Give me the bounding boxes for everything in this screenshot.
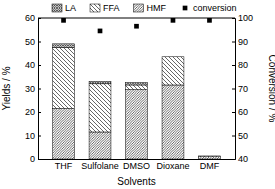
frame-top [38,18,235,19]
legend: LA FFA HMF conversion [52,3,237,13]
tick-mark [232,112,235,113]
legend-swatch [134,4,144,12]
tick-label: 60 [25,13,35,23]
tick-label: 0 [30,154,35,164]
tick: 0 [30,154,41,164]
tick-mark [38,159,41,160]
tick-mark [232,89,235,90]
legend-symbol [183,6,188,11]
tick-mark [38,89,41,90]
bar-segment [162,56,184,57]
x-axis-title: Solvents [117,176,155,187]
tick: DMSO [123,159,150,171]
bar-segment [162,57,184,85]
tick-mark [38,112,41,113]
axis-line [39,19,42,160]
tick: 50 [25,37,41,47]
x-axis: THF Sulfolane DMSO Dioxane DMF [39,159,236,171]
y-axis: 0 10 20 30 40 50 60 [25,13,41,164]
tick: Sulfolane [81,159,119,171]
tick: 70 [232,84,248,94]
tick-label: 70 [238,84,248,94]
conversion-point [171,18,176,23]
tick-label: Dioxane [156,161,189,171]
legend-item: FFA [90,3,120,13]
tick-label: 90 [238,37,248,47]
legend-label: conversion [193,3,237,13]
bar-segment [53,108,75,159]
tick-label: 60 [238,107,248,117]
tick-label: 100 [238,13,253,23]
tick-mark [232,159,235,160]
bar-segment [53,47,75,108]
axis-line [232,19,236,160]
tick-label: 40 [25,60,35,70]
bar-segment [199,155,221,157]
y2-axis: 40 50 60 70 80 90 100 [232,13,253,164]
bar-segment [199,157,221,159]
tick-mark [38,42,41,43]
tick: 30 [25,84,41,94]
chart: THFSulfolaneDMSODioxaneDMF01020304050604… [0,0,275,189]
tick: 100 [232,13,253,23]
conversion-point [61,18,66,23]
tick-label: DMSO [123,161,150,171]
legend-swatch [90,4,100,12]
bar-segment [199,155,221,156]
tick: 10 [25,131,41,141]
legend-swatch [52,4,62,12]
tick-label: 20 [25,107,35,117]
tick-label: 50 [25,37,35,47]
tick: 90 [232,37,248,47]
tick-label: 80 [238,60,248,70]
axis-line [39,159,236,160]
tick-label: 50 [238,131,248,141]
legend-item: HMF [134,3,167,13]
tick: 80 [232,60,248,70]
tick-label: DMF [200,161,220,171]
tick-label: 10 [25,131,35,141]
bar-segment [89,132,111,159]
tick: THF [55,159,73,171]
tick: 50 [232,131,248,141]
plot: THFSulfolaneDMSODioxaneDMF01020304050604… [25,13,253,171]
bar-segment [89,84,111,132]
legend-label: HMF [147,3,167,13]
legend-item: conversion [183,3,237,13]
tick: 60 [232,107,248,117]
bar-segment [89,81,111,83]
conversion-point [98,29,103,34]
bar-segment [162,85,184,159]
tick-label: 40 [238,154,248,164]
tick-mark [232,65,235,66]
tick-mark [38,136,41,137]
tick: 20 [25,107,41,117]
tick-mark [38,65,41,66]
tick-label: Sulfolane [81,161,119,171]
tick-label: THF [55,161,73,171]
y-axis-title: Yields / % [1,66,12,110]
y2-axis-title: Conversion / % [267,55,275,123]
tick: 40 [232,154,248,164]
conversion-point [134,24,139,29]
tick: 40 [25,60,41,70]
legend-label: LA [65,3,76,13]
legend-item: LA [52,3,76,13]
tick-label: 30 [25,84,35,94]
bar-segment [126,85,148,90]
tick-mark [232,136,235,137]
marks [53,18,221,159]
tick: Dioxane [156,159,189,171]
bar-segment [126,83,148,85]
conversion-point [207,18,212,23]
tick-mark [232,42,235,43]
legend-label: FFA [103,3,120,13]
bar-segment [126,90,148,159]
tick: DMF [200,159,220,171]
bar-segment [53,44,75,48]
